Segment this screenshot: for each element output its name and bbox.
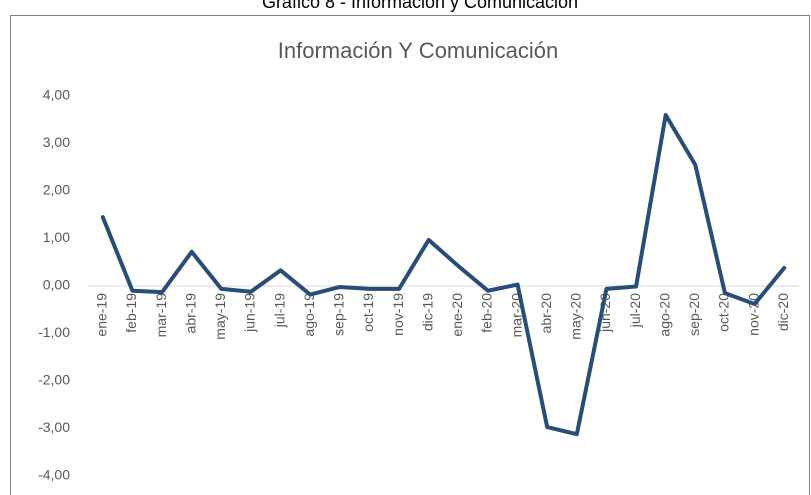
chart-title: Información Y Comunicación xyxy=(278,38,558,63)
caption: Gráfico 8 - Información y Comunicación xyxy=(262,0,578,12)
x-tick-label: ene-20 xyxy=(449,293,465,337)
x-tick-label: jul-20 xyxy=(627,293,643,328)
x-tick-label: abr-19 xyxy=(182,293,198,334)
y-tick-label: -2,00 xyxy=(38,372,70,388)
x-tick-label: ago-20 xyxy=(656,293,672,337)
x-tick-label: feb-19 xyxy=(123,293,139,333)
x-tick-label: dic-20 xyxy=(775,293,791,331)
x-tick-label: sep-19 xyxy=(331,293,347,336)
x-tick-label: dic-19 xyxy=(419,293,435,331)
x-tick-label: jun-19 xyxy=(242,293,258,333)
y-tick-label: -4,00 xyxy=(38,467,70,483)
x-tick-label: feb-20 xyxy=(479,293,495,333)
y-tick-label: -3,00 xyxy=(38,419,70,435)
y-tick-label: 4,00 xyxy=(43,87,70,103)
x-tick-label: mar-19 xyxy=(153,293,169,338)
y-tick-label: -1,00 xyxy=(38,324,70,340)
y-tick-label: 1,00 xyxy=(43,229,70,245)
y-tick-label: 2,00 xyxy=(43,182,70,198)
x-tick-label: may-20 xyxy=(568,293,584,340)
x-tick-label: oct-19 xyxy=(360,293,376,332)
x-tick-label: ene-19 xyxy=(94,293,110,337)
chart-frame xyxy=(10,15,810,495)
y-tick-label: 3,00 xyxy=(43,134,70,150)
x-tick-label: abr-20 xyxy=(538,293,554,334)
x-tick-label: oct-20 xyxy=(716,293,732,332)
data-line xyxy=(100,113,787,437)
x-tick-label: nov-19 xyxy=(390,293,406,336)
x-tick-label: sep-20 xyxy=(686,293,702,336)
x-tick-label: ago-19 xyxy=(301,293,317,337)
x-tick-label: may-19 xyxy=(212,293,228,340)
y-tick-label: 0,00 xyxy=(43,277,70,293)
x-tick-label: jul-19 xyxy=(271,293,287,328)
